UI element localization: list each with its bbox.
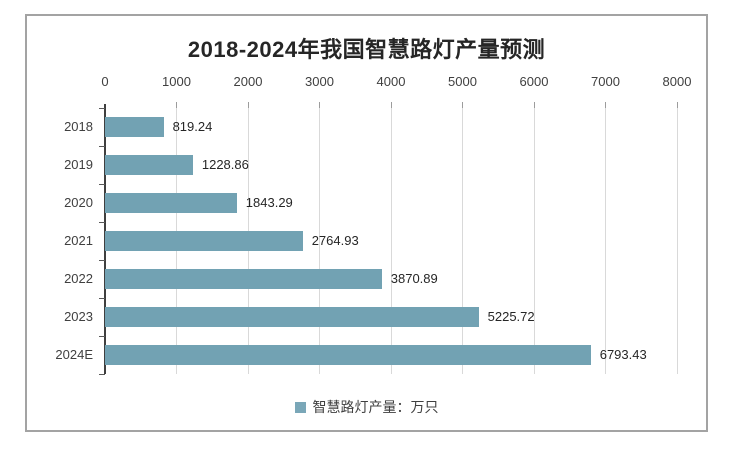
category-label-2019: 2019 (64, 157, 93, 172)
x-axis-tick-label: 0 (101, 74, 109, 89)
value-label: 2764.93 (311, 233, 359, 248)
y-axis-tick-mark (99, 297, 105, 299)
legend-swatch-icon (294, 401, 306, 413)
legend-label: 智慧路灯产量：万只 (312, 399, 439, 415)
x-axis-tick-label: 3000 (305, 74, 334, 89)
bar-2019 (105, 155, 193, 175)
x-axis-tick-mark (605, 102, 606, 108)
y-axis-category-labels: 2018 2019 2020 2021 2022 2023 2024E (27, 108, 93, 374)
y-axis-tick-mark (99, 373, 105, 375)
x-axis-tick-mark (462, 102, 463, 108)
x-axis-tick-mark (176, 102, 177, 108)
bar-2023 (105, 307, 479, 327)
x-axis-tick-mark (533, 102, 535, 108)
x-axis-tick-label: 7000 (591, 74, 620, 89)
bar-2020 (105, 193, 237, 213)
value-label: 819.24 (172, 119, 213, 134)
y-axis-tick-mark (99, 183, 105, 185)
value-label: 3870.89 (390, 271, 438, 286)
chart-card: 2018-2024年我国智慧路灯产量预测 0 1000 2000 3000 4000 50… (25, 14, 708, 432)
gridline (605, 108, 606, 374)
bar-2021 (105, 231, 303, 251)
value-label: 1228.86 (201, 157, 249, 172)
x-axis-tick-label: 5000 (448, 74, 477, 89)
y-axis-tick-mark (99, 145, 105, 147)
value-label: 5225.72 (487, 309, 535, 324)
plot-area: 819.24 1228.86 1843.29 2764.93 3870.89 5225.7… (99, 102, 678, 375)
x-axis-tick-labels: 0 1000 2000 3000 4000 5000 6000 7000 8000 (101, 74, 691, 92)
y-axis-tick-mark (99, 335, 105, 337)
category-label-2023: 2023 (64, 309, 93, 324)
x-axis-tick-mark (390, 102, 392, 108)
bar-row: 5225.72 (105, 298, 677, 336)
value-label: 6793.43 (599, 347, 647, 362)
category-label-2024E: 2024E (55, 347, 93, 362)
bar-row: 3870.89 (105, 260, 677, 298)
bar-row: 819.24 (105, 108, 677, 146)
category-label-2021: 2021 (64, 233, 93, 248)
value-label: 1843.29 (245, 195, 293, 210)
category-label-2018: 2018 (64, 119, 93, 134)
y-axis-tick-mark (99, 107, 105, 109)
x-axis-tick-label: 4000 (376, 74, 406, 89)
category-label-2022: 2022 (64, 271, 93, 286)
bar-row: 1843.29 (105, 184, 677, 222)
bar-2024E (105, 345, 591, 365)
x-axis-tick-mark (676, 102, 678, 108)
gridline (676, 108, 678, 374)
x-axis-tick-label: 6000 (519, 74, 549, 89)
bar-2018 (105, 117, 164, 137)
x-axis-tick-mark (319, 102, 320, 108)
x-axis-tick-mark (247, 102, 249, 108)
bar-row: 6793.43 (105, 336, 677, 374)
gridline (319, 108, 320, 374)
y-axis-tick-mark (99, 259, 105, 261)
gridline (390, 108, 392, 374)
chart-title: 2018-2024年我国智慧路灯产量预测 (187, 37, 546, 62)
x-axis-tick-label: 2000 (233, 74, 263, 89)
gridline (462, 108, 463, 374)
bar-row: 2764.93 (105, 222, 677, 260)
gridline (533, 108, 535, 374)
x-axis-tick-label: 1000 (162, 74, 191, 89)
y-axis-tick-mark (99, 221, 105, 223)
category-label-2020: 2020 (64, 195, 93, 210)
x-axis-tick-label: 8000 (662, 74, 692, 89)
legend: 智慧路灯产量：万只 (27, 397, 706, 417)
bar-2022 (105, 269, 382, 289)
bar-row: 1228.86 (105, 146, 677, 184)
